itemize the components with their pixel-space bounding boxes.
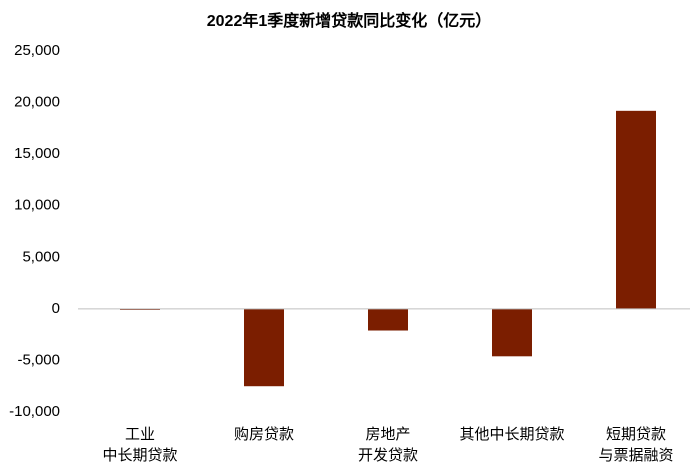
bar [616, 110, 656, 309]
y-tick-label: 25,000 [14, 42, 60, 59]
x-tick-label: 购房贷款 [233, 426, 294, 443]
chart-title: 2022年1季度新增贷款同比变化（亿元） [207, 11, 492, 30]
bar [120, 308, 160, 310]
x-tick-label: 工业 中长期贷款 [102, 426, 178, 464]
y-tick-label: 10,000 [14, 197, 60, 214]
x-tick-label: 其他中长期贷款 [459, 426, 565, 443]
y-tick-label: -5,000 [17, 351, 60, 368]
bar [368, 308, 408, 331]
y-tick-label: 20,000 [14, 94, 60, 111]
bar [244, 308, 284, 387]
x-tick-label: 房地产 开发贷款 [357, 426, 418, 464]
x-tick-label: 短期贷款 与票据融资 [598, 426, 674, 464]
y-tick-label: 5,000 [22, 248, 60, 265]
bar [492, 308, 532, 357]
y-tick-label: -10,000 [9, 403, 60, 420]
y-tick-label: 0 [52, 300, 60, 317]
y-tick-label: 15,000 [14, 145, 60, 162]
